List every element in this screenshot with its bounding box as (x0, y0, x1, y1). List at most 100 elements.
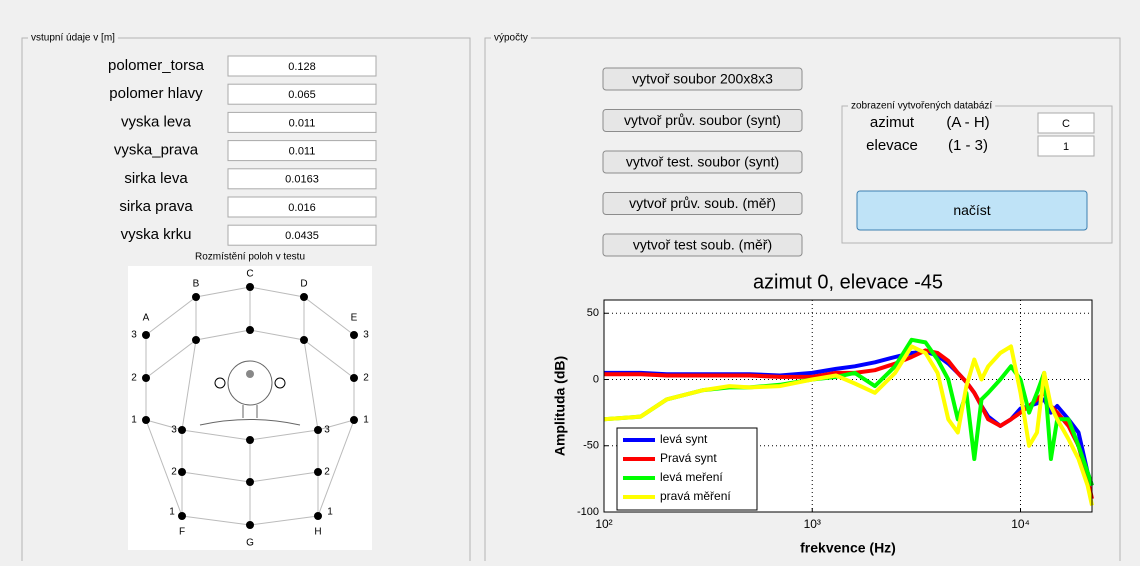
y-tick-label: -50 (583, 440, 599, 452)
action-button[interactable]: vytvoř prův. soub. (měř) (603, 193, 802, 215)
position-dot (143, 417, 150, 424)
position-dot (247, 522, 254, 529)
y-tick-label: 0 (593, 373, 599, 385)
calc-panel-title: výpočty (494, 33, 528, 44)
position-dot (351, 332, 358, 339)
position-dot (275, 378, 285, 388)
field-input[interactable]: 0.065 (228, 84, 376, 104)
elevation-label: 1 (131, 415, 137, 426)
legend-label: pravá měření (660, 489, 731, 503)
input-value: 0.016 (288, 202, 316, 214)
field-label: vyska leva (121, 113, 192, 130)
x-tick-label: 10³ (804, 517, 821, 531)
elevation-label: 2 (131, 373, 137, 384)
field-input[interactable]: 0.128 (228, 56, 376, 76)
button-label: načíst (953, 202, 990, 218)
azimuth-label: G (246, 538, 254, 549)
position-dot (301, 337, 308, 344)
position-dot (143, 375, 150, 382)
azimuth-input[interactable]: C (1038, 113, 1094, 133)
elevation-label: 1 (363, 415, 369, 426)
button-label: vytvoř prův. soubor (synt) (624, 112, 781, 128)
position-dot (143, 332, 150, 339)
field-input[interactable]: 0.011 (228, 112, 376, 132)
input-value: 0.011 (289, 117, 316, 129)
elevation-label: 2 (363, 373, 369, 384)
position-dot (247, 479, 254, 486)
position-dot (179, 513, 186, 520)
position-dot (301, 294, 308, 301)
azimuth-range: (A - H) (946, 114, 989, 131)
y-tick-label: 50 (587, 307, 599, 319)
elevation-label: 2 (324, 467, 330, 478)
legend-label: Pravá synt (660, 451, 717, 465)
load-button[interactable]: načíst (857, 191, 1087, 230)
azimuth-label: C (246, 269, 253, 280)
field-input[interactable]: 0.0163 (228, 169, 376, 189)
diagram-title: Rozmístění poloh v testu (195, 252, 305, 263)
x-tick-label: 10⁴ (1011, 517, 1030, 531)
input-value: 0.011 (289, 146, 316, 158)
action-button[interactable]: vytvoř prův. soubor (synt) (603, 110, 802, 132)
database-panel-title: zobrazení vytvořených databází (851, 101, 992, 112)
azimuth-label: A (143, 313, 150, 324)
position-dot (247, 284, 254, 291)
input-value: 0.0163 (285, 174, 319, 186)
chart-title: azimut 0, elevace -45 (753, 271, 943, 293)
action-button[interactable]: vytvoř test soub. (měř) (603, 234, 802, 256)
elevation-range: (1 - 3) (948, 137, 988, 154)
elevation-label: 1 (327, 507, 333, 518)
position-dot (193, 337, 200, 344)
elevation-label: elevace (866, 137, 918, 154)
field-label: polomer_torsa (108, 57, 205, 74)
button-label: vytvoř soubor 200x8x3 (632, 71, 773, 87)
screen: vstupní údaje v [m]polomer_torsa0.128pol… (0, 0, 1140, 561)
position-dot (179, 427, 186, 434)
button-label: vytvoř test soub. (měř) (633, 237, 772, 253)
field-input[interactable]: 0.0435 (228, 225, 376, 245)
position-dot (315, 427, 322, 434)
input-value: C (1062, 118, 1070, 130)
y-tick-label: -100 (577, 506, 599, 518)
input-value: 0.128 (288, 61, 316, 73)
x-tick-label: 10² (595, 517, 612, 531)
field-label: sirka prava (119, 198, 193, 215)
azimuth-label: H (314, 527, 321, 538)
action-button[interactable]: vytvoř test. soubor (synt) (603, 151, 802, 173)
position-dot (351, 417, 358, 424)
field-input[interactable]: 0.016 (228, 197, 376, 217)
elevation-label: 3 (363, 330, 369, 341)
azimuth-label: azimut (870, 114, 915, 131)
elevation-label: 3 (131, 330, 137, 341)
field-label: sirka leva (124, 170, 188, 187)
azimuth-label: E (351, 313, 358, 324)
position-dot (179, 469, 186, 476)
action-button[interactable]: vytvoř soubor 200x8x3 (603, 68, 802, 90)
input-value: 0.065 (288, 89, 316, 101)
field-label: vyska_prava (114, 142, 199, 159)
position-dot (247, 327, 254, 334)
position-dot (193, 294, 200, 301)
elevation-label: 2 (171, 467, 177, 478)
button-label: vytvoř test. soubor (synt) (626, 154, 779, 170)
legend-label: levá meření (660, 470, 723, 484)
button-label: vytvoř prův. soub. (měř) (629, 195, 776, 211)
x-axis-label: frekvence (Hz) (800, 540, 896, 556)
azimuth-label: B (193, 279, 200, 290)
elevation-input[interactable]: 1 (1038, 136, 1094, 156)
y-axis-label: Amplituda (dB) (552, 356, 568, 456)
elevation-label: 3 (171, 425, 177, 436)
position-dot (315, 469, 322, 476)
input-panel-title: vstupní údaje v [m] (31, 33, 115, 44)
nose (246, 370, 254, 378)
field-label: vyska krku (121, 226, 192, 243)
elevation-label: 1 (169, 507, 175, 518)
position-dot (215, 378, 225, 388)
azimuth-label: F (179, 527, 185, 538)
page: {"left_panel": {"title": "vstupní údaje … (0, 0, 1140, 561)
field-input[interactable]: 0.011 (228, 141, 376, 161)
input-value: 0.0435 (285, 230, 319, 242)
elevation-label: 3 (324, 425, 330, 436)
legend-label: levá synt (660, 432, 708, 446)
